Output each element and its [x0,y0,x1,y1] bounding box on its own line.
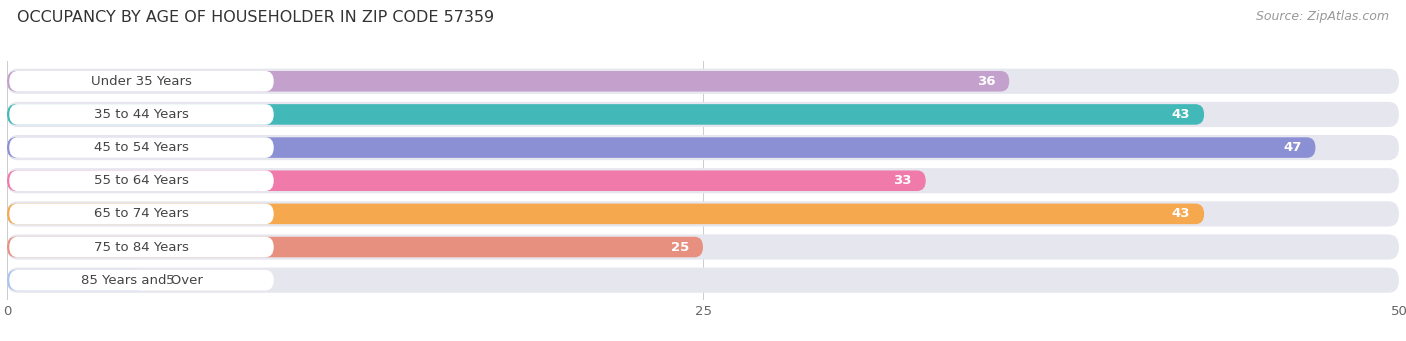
Text: 35 to 44 Years: 35 to 44 Years [94,108,188,121]
Text: 5: 5 [166,274,174,287]
Text: 47: 47 [1284,141,1302,154]
Text: 36: 36 [977,75,995,88]
Text: OCCUPANCY BY AGE OF HOUSEHOLDER IN ZIP CODE 57359: OCCUPANCY BY AGE OF HOUSEHOLDER IN ZIP C… [17,10,494,25]
Text: 43: 43 [1171,108,1191,121]
FancyBboxPatch shape [7,104,1204,125]
Text: 75 to 84 Years: 75 to 84 Years [94,240,188,254]
FancyBboxPatch shape [7,168,1399,193]
FancyBboxPatch shape [10,270,274,291]
FancyBboxPatch shape [10,137,274,158]
Text: 55 to 64 Years: 55 to 64 Years [94,174,188,187]
Text: Under 35 Years: Under 35 Years [91,75,193,88]
FancyBboxPatch shape [7,270,146,291]
FancyBboxPatch shape [10,170,274,191]
FancyBboxPatch shape [7,237,703,257]
Text: 85 Years and Over: 85 Years and Over [80,274,202,287]
FancyBboxPatch shape [7,135,1399,160]
FancyBboxPatch shape [7,235,1399,260]
Text: Source: ZipAtlas.com: Source: ZipAtlas.com [1256,10,1389,23]
Text: 45 to 54 Years: 45 to 54 Years [94,141,188,154]
FancyBboxPatch shape [7,170,925,191]
FancyBboxPatch shape [7,137,1316,158]
FancyBboxPatch shape [10,71,274,92]
FancyBboxPatch shape [7,69,1399,94]
Text: 25: 25 [671,240,689,254]
Text: 65 to 74 Years: 65 to 74 Years [94,207,188,220]
Text: 33: 33 [893,174,912,187]
FancyBboxPatch shape [10,237,274,257]
FancyBboxPatch shape [7,268,1399,293]
FancyBboxPatch shape [10,204,274,224]
FancyBboxPatch shape [7,204,1204,224]
FancyBboxPatch shape [7,201,1399,226]
FancyBboxPatch shape [7,102,1399,127]
FancyBboxPatch shape [10,104,274,125]
Text: 43: 43 [1171,207,1191,220]
FancyBboxPatch shape [7,71,1010,91]
